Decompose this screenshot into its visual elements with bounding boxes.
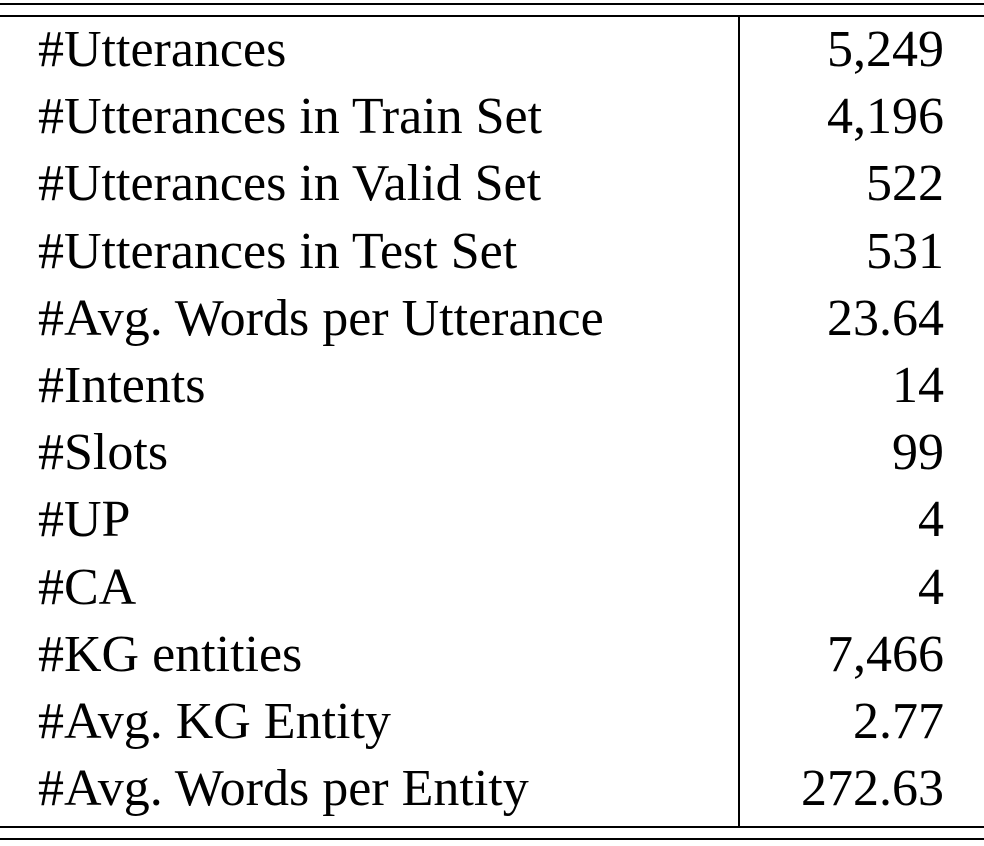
row-label: #Avg. Words per Utterance	[38, 289, 604, 347]
row-label: #Utterances	[38, 21, 287, 78]
row-value: 2.77	[853, 692, 944, 750]
row-label: #Utterances in Train Set	[38, 88, 543, 146]
row-value: 99	[892, 424, 944, 482]
row-label: #UP	[38, 491, 131, 549]
table-row: #Intents 14	[0, 352, 984, 419]
table-row: #UP 4	[0, 486, 984, 553]
table-row: #Utterances in Valid Set 522	[0, 150, 984, 217]
row-value: 4	[918, 491, 944, 549]
row-label: #Avg. KG Entity	[38, 692, 391, 750]
table-row: #Slots 99	[0, 419, 984, 486]
row-value: 531	[866, 222, 944, 280]
row-label: #KG entities	[38, 625, 303, 683]
table-row: #Avg. Words per Utterance 23.64	[0, 285, 984, 352]
row-value: 522	[866, 155, 944, 213]
row-label: #Intents	[38, 356, 206, 414]
row-value: 272.63	[801, 760, 944, 818]
table-bottom-rule-inner	[0, 826, 984, 828]
row-label: #Utterances in Valid Set	[38, 155, 542, 213]
row-value: 4	[918, 558, 944, 616]
table-column-divider	[738, 15, 740, 827]
table-row: #Utterances in Train Set 4,196	[0, 83, 984, 150]
table-top-rule-inner	[0, 15, 984, 17]
table-row: #CA 4	[0, 554, 984, 621]
row-label: #Slots	[38, 424, 169, 482]
table-row: #Avg. Words per Entity 272.63	[0, 755, 984, 822]
table-bottom-rule-outer	[0, 838, 984, 840]
table-top-rule-outer	[0, 3, 984, 5]
row-value: 23.64	[827, 289, 944, 347]
table-row: #Utterances 5,249	[0, 16, 984, 83]
row-value: 7,466	[827, 625, 944, 683]
table-row: #Avg. KG Entity 2.77	[0, 688, 984, 755]
row-label: #Avg. Words per Entity	[38, 760, 529, 818]
row-value: 4,196	[827, 88, 944, 146]
row-label: #Utterances in Test Set	[38, 222, 518, 280]
dataset-statistics-table: #Utterances 5,249 #Utterances in Train S…	[0, 16, 984, 822]
table-row: #Utterances in Test Set 531	[0, 218, 984, 285]
row-label: #CA	[38, 558, 137, 616]
table-row: #KG entities 7,466	[0, 621, 984, 688]
row-value: 14	[892, 356, 944, 414]
row-value: 5,249	[827, 21, 944, 78]
